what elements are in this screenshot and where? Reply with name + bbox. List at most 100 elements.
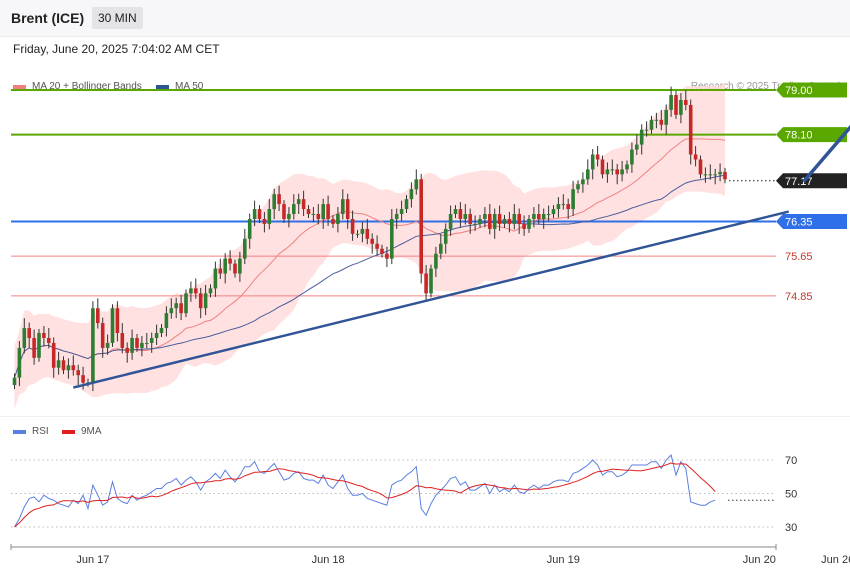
candle	[76, 370, 80, 376]
candle	[424, 273, 428, 294]
level-badge-77.17	[776, 173, 847, 189]
candle	[581, 179, 585, 185]
candle	[404, 199, 409, 210]
legend-ma50-label: MA 50	[175, 81, 204, 92]
candle	[81, 375, 85, 383]
candle	[590, 154, 595, 170]
candle	[110, 308, 115, 343]
candle	[296, 199, 301, 205]
candle	[355, 233, 360, 235]
candle	[22, 328, 27, 348]
level-label-75.65: 75.65	[785, 251, 813, 263]
candle	[473, 223, 477, 225]
candle	[331, 218, 335, 224]
candle	[149, 337, 154, 343]
level-label-74.85: 74.85	[785, 291, 813, 303]
candle	[301, 199, 306, 210]
candle	[169, 308, 174, 314]
candle	[326, 204, 330, 219]
candle	[429, 268, 433, 294]
candle	[527, 218, 531, 229]
candle	[345, 199, 350, 219]
candle	[218, 268, 223, 274]
candle	[546, 214, 551, 216]
candle	[561, 204, 566, 206]
candle	[419, 179, 423, 274]
candle	[71, 365, 76, 371]
candle	[566, 204, 570, 210]
candle	[292, 204, 296, 215]
x-tick-label: Jun 18	[312, 554, 345, 566]
candle	[96, 308, 100, 324]
candle	[203, 293, 208, 309]
candle	[443, 228, 448, 244]
candle	[341, 199, 345, 215]
candle	[336, 214, 340, 224]
candle	[125, 347, 129, 353]
candle	[639, 129, 644, 145]
candle	[698, 159, 703, 175]
candle	[154, 333, 159, 338]
candle	[664, 109, 668, 125]
candle	[586, 169, 590, 180]
candle	[468, 214, 472, 224]
candle	[669, 95, 673, 110]
candle	[184, 293, 188, 314]
candle	[120, 333, 125, 348]
candle	[718, 171, 722, 175]
candle	[267, 209, 272, 224]
candle	[684, 99, 688, 105]
timeframe-button[interactable]: 30 MIN	[92, 7, 143, 29]
candle	[17, 347, 22, 378]
candle	[105, 342, 110, 348]
candle	[644, 129, 649, 131]
candle	[262, 218, 267, 224]
rsi-line	[14, 454, 716, 528]
x-tick-label: Jun 26	[821, 554, 850, 566]
level-badge-76.35	[776, 213, 847, 229]
rsi-ma-line	[14, 462, 716, 528]
candle	[453, 209, 458, 215]
candle	[257, 209, 262, 219]
candle	[478, 218, 482, 224]
legend-ma20-label: MA 20 + Bollinger Bands	[32, 81, 142, 92]
candle	[630, 149, 634, 165]
level-badge-79.00	[776, 82, 847, 98]
candle	[37, 333, 41, 358]
candle	[277, 194, 281, 205]
candle	[556, 204, 561, 210]
candle	[233, 263, 237, 274]
chart-header: Brent (ICE) 30 MIN	[0, 0, 850, 37]
candle	[365, 228, 370, 239]
bollinger-band	[14, 84, 725, 410]
x-tick-label: Jun 17	[76, 554, 109, 566]
rsi-tick-label: 30	[785, 522, 797, 534]
candle	[576, 184, 580, 190]
candle	[360, 228, 365, 234]
candle	[708, 174, 713, 176]
candle	[492, 214, 497, 229]
candle	[247, 218, 252, 239]
chart-datetime: Friday, June 20, 2025 7:04:02 AM CET	[13, 42, 220, 56]
candle	[635, 144, 639, 150]
candle	[512, 214, 517, 224]
x-tick-label: Jun 19	[547, 554, 580, 566]
instrument-title: Brent (ICE)	[11, 10, 85, 26]
rsi-ma-swatch-icon	[62, 429, 75, 434]
ma50-swatch-icon	[156, 84, 169, 89]
x-tick-label: Jun 20	[743, 554, 776, 566]
candle	[223, 258, 227, 274]
candle	[228, 258, 232, 264]
candle	[625, 164, 629, 170]
ma20-swatch-icon	[13, 84, 26, 89]
candle	[448, 214, 453, 229]
candle	[620, 169, 624, 175]
candle	[414, 179, 419, 190]
candle	[605, 169, 610, 175]
candle	[282, 204, 286, 219]
candle	[51, 342, 56, 368]
candle	[532, 214, 536, 219]
candle	[703, 174, 708, 176]
candle	[316, 214, 321, 219]
